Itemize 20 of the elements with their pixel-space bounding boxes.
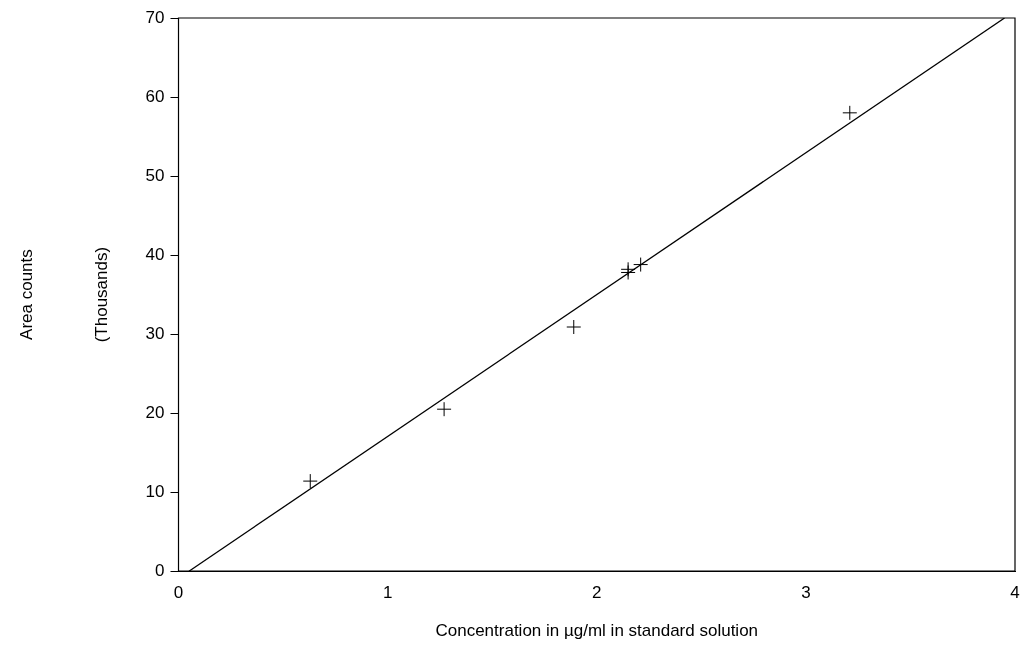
x-tick-label: 4 [1010,583,1020,603]
point [436,401,452,417]
y-tick-label: 20 [145,402,165,422]
text: Area counts (Thousands) [17,246,111,343]
y-tick-label: 0 [155,560,165,580]
x-axis-title: Concentration in µg/ml in standard solution [435,621,759,641]
y-tick-label: 40 [145,244,165,264]
point [566,319,582,335]
x-tick-label: 2 [592,583,602,603]
y-tick-label: 60 [145,86,165,106]
point [633,257,649,273]
x-tick-label: 0 [173,583,184,603]
x-tick-label: 1 [382,583,393,603]
x-tick-label: 3 [801,583,811,603]
y-tick-label: 30 [145,323,165,343]
y-tick-label: 50 [145,165,165,185]
y-tick-label: 70 [145,7,165,27]
point [302,473,318,489]
point [842,105,858,121]
y-tick-label: 10 [145,481,165,501]
